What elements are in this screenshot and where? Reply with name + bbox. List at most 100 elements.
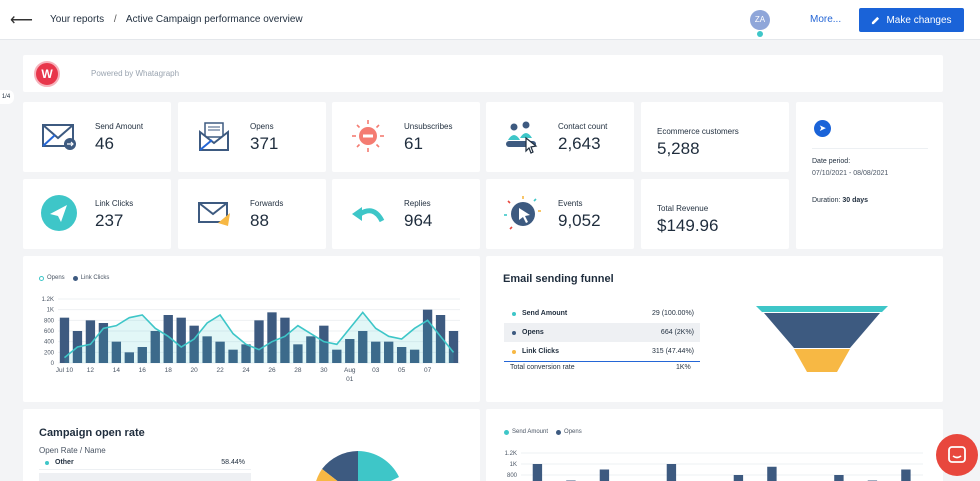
bar-opens [901, 469, 911, 481]
metric-value: 61 [404, 134, 423, 153]
x-tick-label: 26 [268, 367, 276, 374]
bar-opens [834, 475, 844, 481]
envelope-send-icon [42, 124, 76, 150]
page-indicator[interactable]: 1/4 [0, 90, 14, 104]
x-tick-label: 20 [191, 367, 199, 374]
metric-label: Ecommerce customers [657, 127, 739, 136]
whatagraph-logo-icon: W [34, 61, 60, 87]
duration-label: Duration: [812, 197, 841, 204]
breadcrumb-reports[interactable]: Your reports [50, 14, 105, 25]
people-cursor-icon [506, 121, 538, 154]
metric-value: 371 [250, 134, 279, 153]
duration: Duration: 30 days [812, 197, 868, 204]
legend-label: Opens [47, 275, 65, 281]
email-funnel-card: Email sending funnel Send Amount 29 (100… [486, 256, 943, 402]
chart-legend: Send Amount Opens [504, 429, 582, 435]
bar-opens [599, 469, 610, 481]
date-period-label: Date period: [812, 158, 851, 165]
metric-forwards: Forwards 88 [178, 179, 326, 249]
y-tick-label: 1.2K [42, 297, 54, 303]
make-changes-button[interactable]: Make changes [859, 8, 964, 32]
metric-events: Events 9,052 [486, 179, 634, 249]
series-dot [512, 311, 516, 316]
cursor-burst-icon [504, 196, 541, 230]
x-tick-label: Jul 10 [56, 367, 74, 374]
metric-label: Events [558, 199, 583, 208]
metric-value: 46 [95, 134, 114, 153]
y-tick-label: 1.2K [505, 451, 517, 457]
more-button[interactable]: More... [810, 14, 842, 25]
metric-total-revenue: Total Revenue $149.96 [641, 179, 789, 249]
pie-slice-other [358, 451, 399, 481]
legend-swatch [72, 275, 78, 281]
bar-link-clicks [293, 344, 303, 363]
metric-label: Contact count [558, 122, 608, 131]
chat-launcher-button[interactable] [936, 434, 978, 476]
top-bar: ⟵ Your reports / Active Campaign perform… [0, 0, 980, 40]
legend-item-opens[interactable]: Opens [556, 429, 582, 435]
metric-label: Total Revenue [657, 204, 709, 213]
legend-item-opens[interactable]: Opens [39, 275, 65, 281]
legend-item-send-amount[interactable]: Send Amount [504, 429, 548, 435]
x-tick-label: 22 [216, 367, 224, 374]
y-tick-label: 800 [507, 473, 518, 479]
brand-bar: W Powered by Whatagraph [23, 55, 943, 92]
bar-link-clicks [124, 352, 134, 363]
metric-contact-count: Contact count 2,643 [486, 102, 634, 172]
chat-icon [948, 446, 966, 463]
breadcrumb: Your reports / Active Campaign performan… [50, 14, 303, 25]
bar-link-clicks [396, 347, 407, 363]
bar-opens [767, 466, 777, 481]
paper-plane-icon [41, 195, 77, 231]
metric-unsubscribes: Unsubscribes 61 [332, 102, 480, 172]
bar-opens [733, 475, 744, 481]
open-rate-pie [316, 451, 399, 481]
reply-arrow-icon [352, 207, 385, 223]
legend-item-link-clicks[interactable]: Link Clicks [72, 275, 110, 281]
y-tick-label: 800 [44, 318, 55, 324]
metric-value: 2,643 [558, 134, 601, 153]
metric-label: Forwards [250, 199, 284, 208]
x-tick-label: 05 [398, 367, 406, 374]
funnel-row-name: Opens [522, 329, 544, 336]
date-period-value: 07/10/2021 - 08/08/2021 [812, 170, 889, 177]
x-tick-label: 28 [294, 367, 302, 374]
pie-slice-yellow [316, 469, 338, 481]
bar-link-clicks [280, 317, 290, 363]
bar-link-clicks [215, 341, 225, 363]
open-rate-table-header: Open Rate / Name [39, 446, 106, 455]
metric-label: Unsubscribes [404, 122, 453, 131]
x-tick-label: 18 [165, 367, 173, 374]
x-tick-label: 03 [372, 367, 380, 374]
series-dot [512, 330, 516, 335]
funnel-title: Email sending funnel [503, 273, 614, 285]
open-rate-title: Campaign open rate [39, 427, 145, 439]
funnel-row-value: 664 (2K%) [660, 329, 694, 336]
online-status-dot [757, 31, 763, 37]
line-opens [63, 311, 455, 359]
pie-slice-navy [322, 451, 358, 481]
funnel-row: Link Clicks 315 (47.44%) [504, 342, 700, 361]
bar-link-clicks [241, 344, 251, 363]
funnel-total-value: 1K% [676, 364, 691, 371]
legend-label: Opens [564, 429, 582, 435]
metric-value: 237 [95, 211, 124, 230]
y-tick-label: 0 [51, 361, 55, 367]
chevron-right-icon[interactable]: ➤ [814, 120, 831, 137]
y-tick-label: 400 [44, 340, 55, 346]
campaign-open-rate-card: Campaign open rate Open Rate / Name Othe… [23, 409, 480, 481]
y-tick-label: 1K [510, 462, 517, 468]
legend-label: Link Clicks [80, 275, 110, 281]
legend-swatch [556, 429, 562, 435]
funnel-row: Send Amount 29 (100.00%) [504, 304, 700, 323]
legend-swatch [504, 429, 509, 435]
date-period-card: ➤ Date period: 07/10/2021 - 08/08/2021 D… [796, 102, 943, 249]
series-dot [45, 460, 49, 465]
arrow-left-icon[interactable]: ⟵ [10, 12, 33, 29]
avatar[interactable]: ZA [750, 10, 770, 30]
pencil-icon [872, 16, 880, 24]
metric-ecommerce-customers: Ecommerce customers 5,288 [641, 102, 789, 172]
y-tick-label: 600 [44, 329, 55, 335]
metric-label: Send Amount [95, 122, 144, 131]
